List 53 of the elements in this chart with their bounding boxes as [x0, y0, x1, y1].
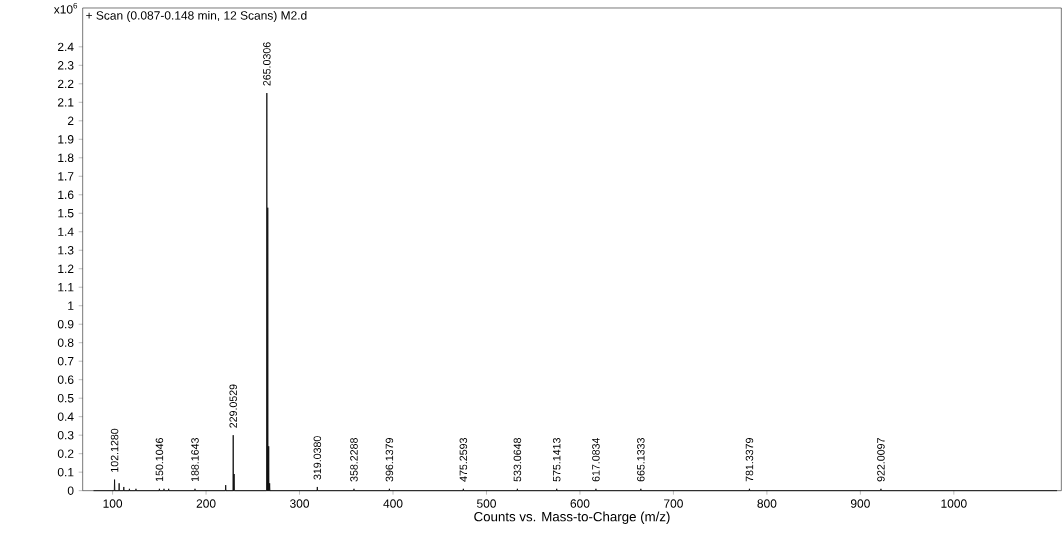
y-tick-label: 0.4	[57, 412, 74, 422]
y-tick-label: 1.1	[58, 283, 74, 292]
x-tick-label: 700	[664, 499, 683, 508]
annotation: 665.1333	[637, 438, 645, 482]
annotation: 265.0306	[263, 42, 271, 86]
annotation: 229.0529	[229, 384, 237, 428]
x-tick-label: 800	[757, 499, 777, 508]
annotation: 150.1046	[155, 438, 164, 482]
y-tick-label: 0.7	[57, 357, 74, 366]
annotation: 396.1379	[385, 438, 394, 482]
annotation: 188.1643	[191, 438, 199, 482]
x-axis-title: Counts vs. Mass-to-Charge (m/z)	[474, 511, 670, 525]
y-tick-label: 1	[68, 301, 74, 311]
y-tick-label: 1.8	[58, 153, 74, 163]
y-tick-label: 1.3	[58, 246, 74, 255]
annotation: 475.2593	[459, 438, 468, 482]
y-tick-label: 0.2	[57, 449, 74, 459]
annotation: 575.1413	[552, 438, 561, 482]
annotation: 781.3379	[745, 438, 754, 482]
y-tick-label: 1.9	[58, 135, 74, 144]
x-tick-label: 900	[850, 499, 870, 508]
y-tick-label: 2.4	[57, 42, 74, 52]
y-tick-label: 2	[67, 116, 74, 126]
y-tick-label: 1.6	[58, 190, 74, 200]
annotation: 922.0097	[877, 438, 885, 482]
y-tick-label: 0.6	[57, 375, 74, 385]
y-tick-label: 1.2	[58, 264, 74, 274]
y-tick-label: 0.3	[57, 431, 74, 440]
y-tick-label: 1.4	[58, 227, 74, 237]
y-tick-label: 2.2	[57, 79, 74, 89]
x-tick-label: 300	[290, 499, 310, 508]
y-tick-label: 0.1	[57, 468, 74, 477]
y-tick-label: 0.5	[57, 394, 74, 403]
y-tick-label: 0.9	[57, 320, 74, 329]
x-tick-label: 100	[103, 499, 123, 508]
y-tick-label: 1.5	[58, 209, 74, 218]
y-tick-label: 2.3	[57, 61, 74, 70]
y-tick-label: 1.7	[58, 172, 74, 181]
x-tick-label: 1000	[941, 499, 967, 508]
y-axis-title: x10$^{6}$	[53, 3, 78, 14]
chart-title: + Scan (0.087-0.148 min, 12 Scans) M2.d	[86, 11, 307, 23]
annotation: 319.0380	[313, 436, 322, 480]
y-tick-label: 0	[67, 486, 74, 496]
annotation: 102.1280	[110, 428, 119, 473]
y-tick-label: 0.8	[57, 338, 74, 348]
annotation: 533.0648	[513, 438, 522, 482]
annotation: 358.2288	[350, 438, 358, 482]
annotation: 617.0834	[592, 438, 600, 482]
y-tick-label: 2.1	[57, 98, 74, 107]
x-tick-label: 500	[476, 499, 496, 508]
x-tick-label: 200	[196, 499, 216, 508]
x-tick-label: 400	[383, 499, 403, 508]
x-tick-label: 600	[570, 499, 590, 508]
